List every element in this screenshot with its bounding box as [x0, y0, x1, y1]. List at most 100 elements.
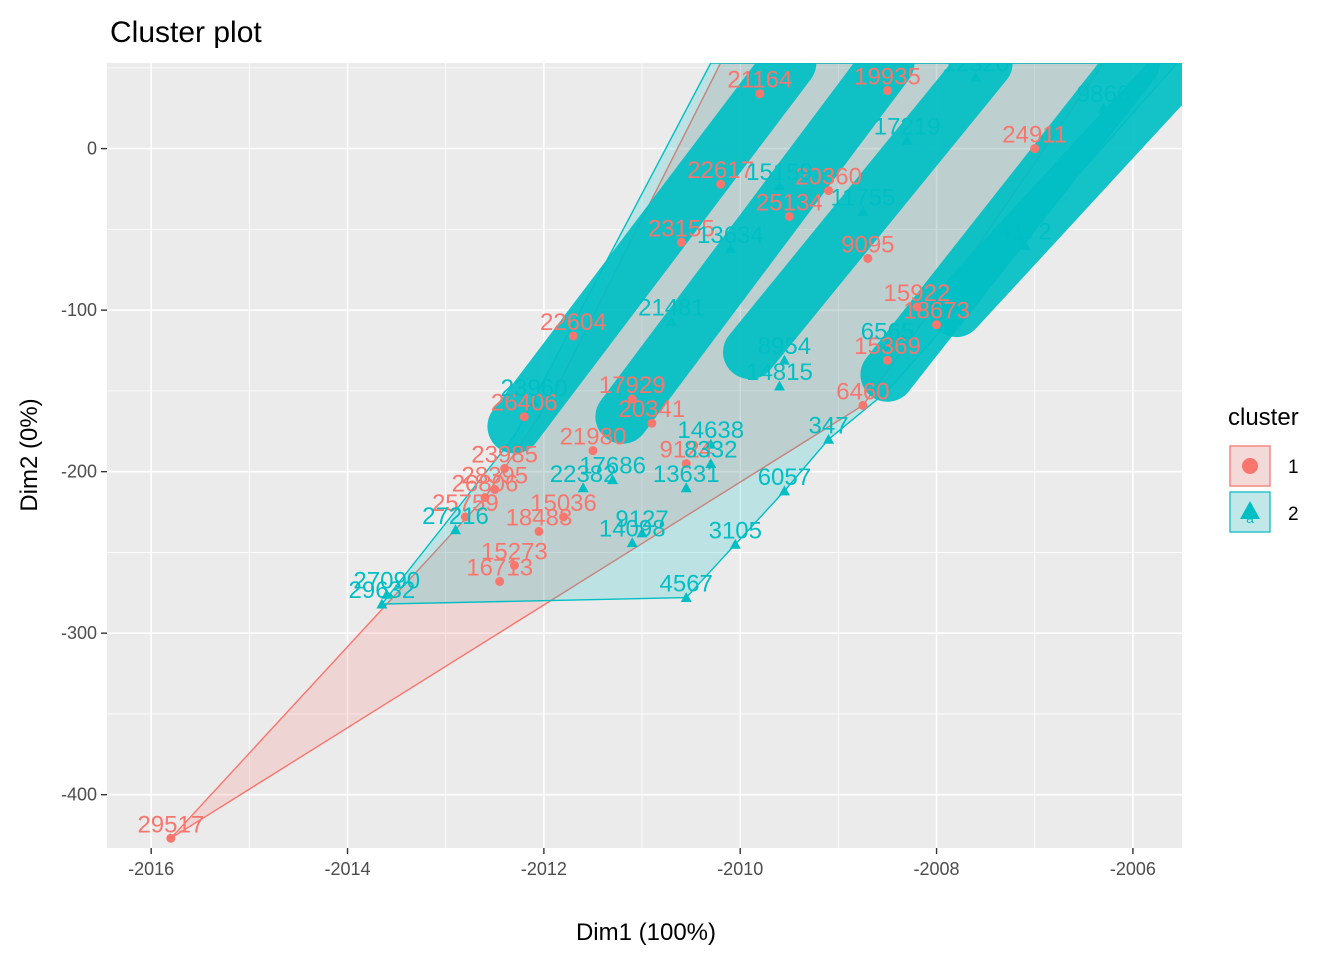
point-cluster-2	[705, 438, 717, 449]
point-label: 17929	[599, 372, 666, 399]
point-cluster-2	[680, 592, 692, 603]
y-tick-label: -300	[61, 623, 97, 643]
x-tick-label: -2012	[521, 859, 567, 879]
point-label: 12320	[942, 51, 1009, 78]
point-cluster-1	[490, 484, 500, 494]
legend-title: cluster	[1228, 404, 1299, 431]
point-cluster-1	[716, 179, 726, 189]
point-cluster-1	[568, 331, 578, 341]
point-label: 22604	[540, 309, 607, 336]
point-label: 11755	[830, 185, 895, 212]
point-label: 21980	[560, 424, 627, 451]
point-label: 15159	[746, 159, 813, 186]
y-axis: -400 -300 -200 -100 0	[61, 139, 107, 805]
point-cluster-2	[773, 380, 785, 391]
point-cluster-1	[480, 492, 490, 502]
point-cluster-2	[680, 482, 692, 493]
point-cluster-1	[755, 89, 765, 99]
point-label: 6565	[861, 319, 914, 346]
legend-text-glyph: a	[1246, 510, 1254, 526]
point-label: 3105	[709, 517, 762, 544]
point-label: 25759	[432, 490, 499, 517]
point-label: 17686	[579, 453, 646, 480]
point-label: 14098	[599, 516, 666, 543]
point-label: 26806	[452, 470, 519, 497]
point-label: 20360	[795, 164, 862, 191]
point-cluster-2	[778, 485, 790, 496]
point-label: 15922	[884, 280, 951, 307]
point-label: 8332	[684, 437, 737, 464]
point-cluster-2	[376, 598, 388, 609]
point-cluster-1	[166, 833, 176, 843]
point-label: 8954	[758, 333, 811, 360]
point-label: 15369	[854, 333, 921, 360]
point-label: 24911	[1002, 122, 1067, 149]
point-cluster-1	[824, 186, 834, 196]
point-cluster-1	[858, 400, 868, 410]
point-label: 15273	[481, 538, 548, 565]
legend-label-2: 2	[1288, 504, 1299, 525]
point-label: 21481	[638, 294, 705, 321]
point-cluster-1	[932, 320, 942, 330]
x-tick-label: -2016	[128, 859, 174, 879]
point-label: 28395	[461, 462, 528, 489]
point-label: 14638	[677, 417, 744, 444]
x-tick-label: -2010	[717, 859, 763, 879]
point-cluster-1	[784, 211, 794, 221]
y-tick-label: 0	[87, 139, 97, 159]
legend-entry-1: 1	[1229, 445, 1299, 487]
point-label: 18673	[903, 298, 970, 325]
point-label: 26406	[491, 390, 558, 417]
point-label: 23960	[501, 375, 568, 402]
x-tick-label: -2006	[1110, 859, 1156, 879]
point-cluster-2	[636, 527, 648, 538]
point-label: 21164	[727, 67, 792, 94]
point-cluster-1	[500, 463, 510, 473]
point-cluster-1	[676, 237, 686, 247]
chart-title: Cluster plot	[110, 16, 262, 49]
dense-label-band	[723, 63, 1013, 380]
point-cluster-1	[460, 512, 470, 522]
point-label: 27090	[353, 567, 420, 594]
point-label: 9095	[841, 231, 894, 258]
point-cluster-1	[1030, 144, 1040, 154]
point-label: 6460	[836, 378, 889, 405]
y-tick-label: -100	[61, 300, 97, 320]
y-axis-title: Dim2 (0%)	[16, 398, 43, 511]
point-label: 22617	[687, 157, 754, 184]
point-cluster-2	[1019, 240, 1031, 250]
legend-circle-icon	[1242, 458, 1258, 474]
point-cluster-2	[857, 206, 869, 217]
point-cluster-2	[381, 588, 393, 599]
point-label: 13631	[653, 461, 720, 488]
major-gridlines	[107, 63, 1182, 848]
point-cluster-2	[970, 72, 982, 82]
point-label: 27216	[422, 503, 489, 530]
y-tick-label: -200	[61, 462, 97, 482]
point-cluster-2	[778, 354, 790, 365]
point-cluster-1	[534, 526, 544, 536]
point-cluster-2	[773, 180, 785, 191]
point-cluster-2	[1097, 102, 1109, 113]
point-cluster-2	[881, 340, 893, 351]
point-cluster-2	[705, 458, 717, 468]
point-label: 29517	[137, 811, 204, 838]
point-label: 17219	[874, 114, 941, 141]
dense-label-band	[595, 63, 915, 444]
point-cluster-1	[495, 576, 505, 586]
point-cluster-1	[588, 446, 598, 456]
point-cluster-2	[607, 474, 619, 485]
point-cluster-1	[519, 412, 529, 422]
legend: cluster 1 a 2	[1228, 404, 1299, 533]
point-cluster-1	[681, 459, 691, 469]
legend-entry-2: a 2	[1229, 491, 1299, 533]
x-axis-title: Dim1 (100%)	[576, 919, 716, 946]
point-cluster-2	[450, 524, 462, 535]
point-cluster-2	[724, 243, 736, 254]
point-cluster-2	[528, 396, 540, 407]
point-label: 19935	[854, 63, 921, 90]
point-label: 14815	[746, 359, 813, 386]
dense-label-band	[929, 63, 1182, 338]
point-cluster-2	[823, 433, 835, 444]
